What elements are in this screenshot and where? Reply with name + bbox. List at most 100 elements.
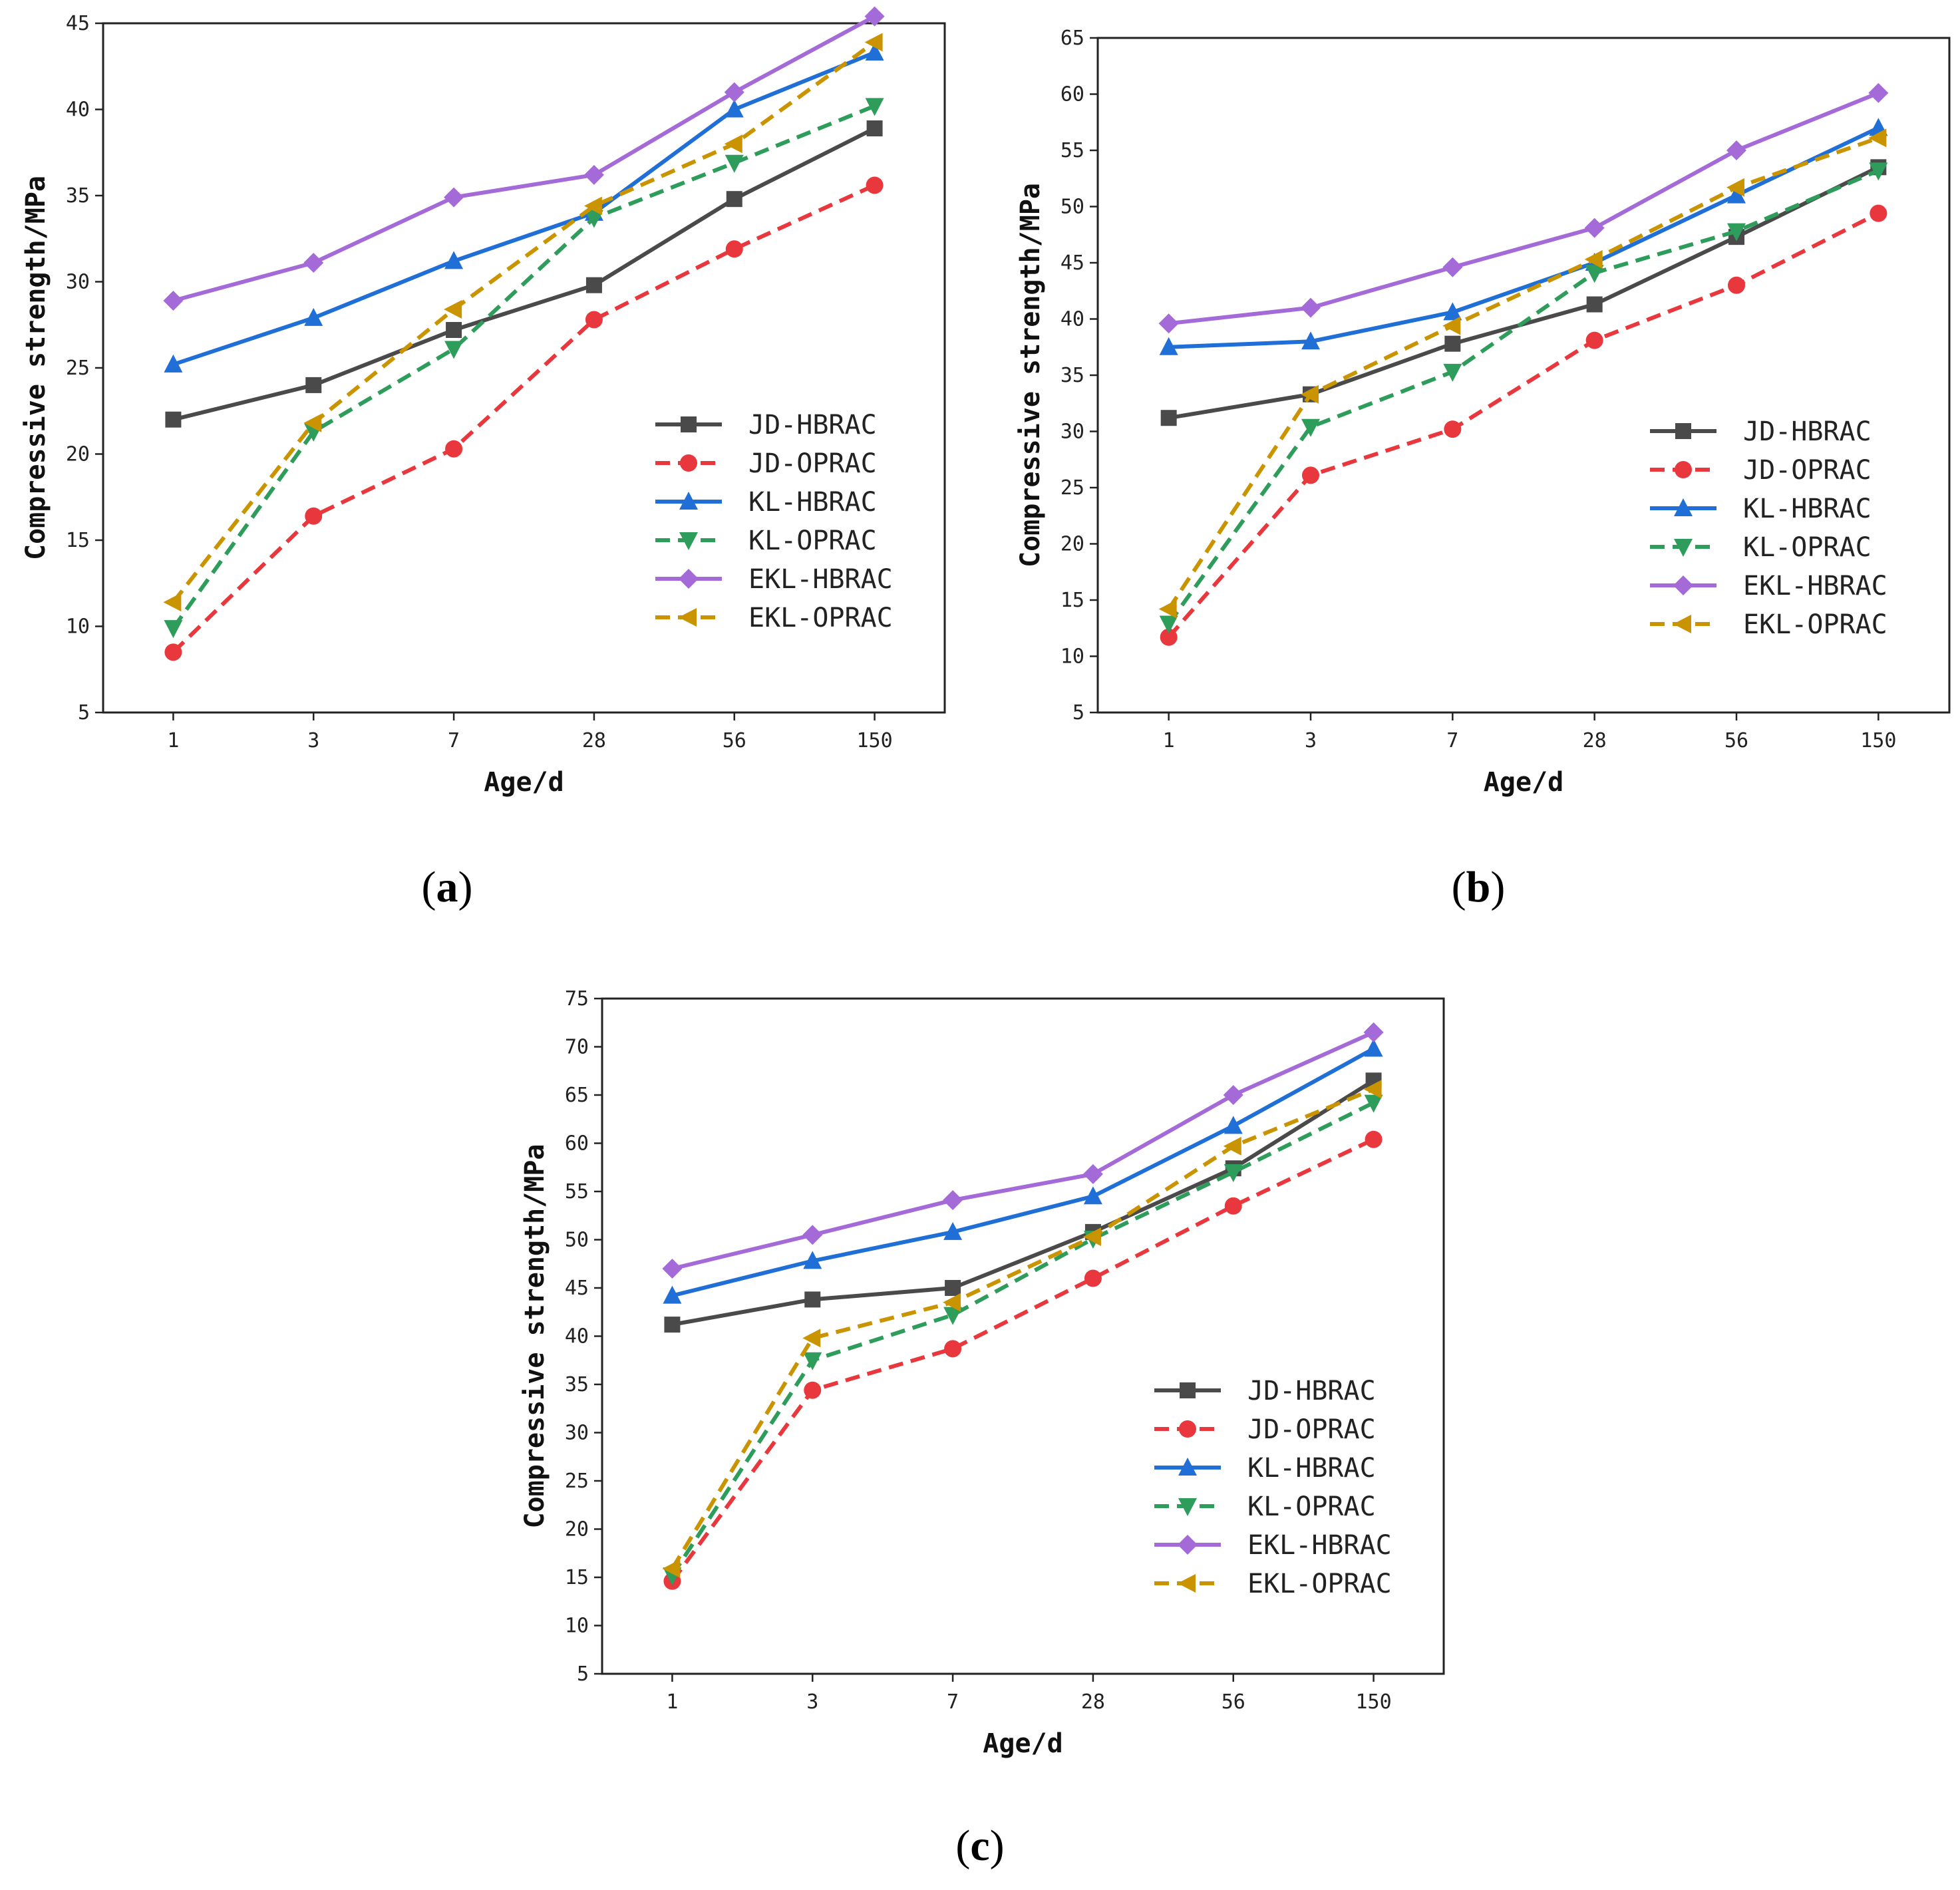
series-ekl-hbrac	[1158, 82, 1889, 334]
y-tick-label: 10	[565, 1615, 589, 1638]
legend: JD-HBRAC JD-OPRAC KL-HBRAC KL-OPRAC EKL-HBRA…	[655, 410, 893, 633]
data-point	[1443, 302, 1462, 321]
data-point	[1083, 1186, 1102, 1205]
legend-label: EKL-OPRAC	[748, 603, 893, 633]
series-jd-hbrac	[1160, 159, 1887, 426]
data-point	[1159, 337, 1178, 355]
data-point	[1301, 331, 1320, 350]
y-tick-label: 30	[1061, 420, 1084, 444]
legend-marker	[1180, 1382, 1196, 1398]
data-point	[1585, 331, 1603, 349]
legend-marker	[1673, 615, 1691, 633]
panel-label-c: (c)	[955, 1821, 1004, 1870]
y-axis-title: Compressive strength/MPa	[520, 1144, 550, 1529]
data-point	[725, 154, 744, 173]
y-tick-label: 10	[66, 615, 90, 639]
data-point	[864, 33, 883, 52]
legend-marker	[1178, 1574, 1196, 1593]
data-point	[1084, 1269, 1102, 1287]
legend-label: JD-HBRAC	[1743, 416, 1872, 447]
data-point	[1442, 257, 1463, 277]
legend-label: EKL-HBRAC	[1743, 571, 1887, 601]
data-point	[1870, 204, 1887, 222]
x-axis-title: Age/d	[983, 1728, 1062, 1759]
chart-panel-a: 5 10 15 20 25 30 35 40 45 1 3 7 28 56 150 Age/d Compress…	[21, 6, 946, 798]
y-tick-label: 30	[66, 271, 90, 294]
data-point	[725, 240, 743, 258]
series-line	[671, 1046, 1375, 1298]
data-point	[1726, 140, 1746, 160]
data-point	[664, 1317, 681, 1333]
data-point	[1726, 178, 1744, 197]
data-point	[1223, 1136, 1241, 1156]
legend-marker	[680, 454, 697, 472]
series-ekl-hbrac	[662, 1022, 1384, 1279]
series-line	[172, 15, 876, 303]
data-point	[724, 82, 744, 102]
data-point	[1158, 313, 1179, 334]
legend-label: JD-OPRAC	[1743, 455, 1872, 486]
y-tick-label: 15	[1061, 589, 1084, 612]
y-tick-label: 55	[1061, 139, 1084, 162]
legend-label: KL-HBRAC	[1743, 494, 1872, 524]
legend-marker	[679, 532, 698, 550]
x-axis-title: Age/d	[484, 767, 564, 798]
data-point	[1727, 223, 1746, 241]
x-tick-label: 1	[167, 729, 179, 752]
y-tick-label: 5	[577, 1662, 589, 1686]
data-point	[725, 99, 744, 118]
data-point	[444, 251, 464, 269]
series-jd-oprac	[164, 176, 884, 661]
data-point	[864, 6, 885, 27]
data-point	[304, 307, 323, 326]
x-tick-label: 7	[448, 729, 460, 752]
y-tick-label: 25	[1061, 476, 1084, 500]
data-point	[585, 311, 603, 329]
data-point	[164, 354, 183, 373]
data-point	[303, 253, 324, 273]
legend-label: KL-OPRAC	[1247, 1492, 1376, 1522]
legend-label: EKL-OPRAC	[1743, 609, 1887, 640]
series-line	[1168, 91, 1879, 326]
data-point	[584, 210, 603, 228]
y-tick-label: 35	[66, 184, 90, 208]
legend-label: EKL-OPRAC	[1247, 1569, 1392, 1599]
legend-label: KL-HBRAC	[748, 487, 877, 518]
x-tick-label: 28	[1583, 729, 1607, 752]
legend-marker	[679, 569, 699, 589]
data-point	[163, 290, 184, 311]
data-point	[943, 1293, 961, 1312]
x-tick-label: 56	[1222, 1690, 1245, 1714]
data-point	[726, 191, 742, 208]
y-tick-label: 40	[565, 1325, 589, 1348]
y-tick-label: 25	[565, 1470, 589, 1493]
series-ekl-oprac	[1158, 128, 1887, 619]
chart-panel-b: 5 10 15 20 25 30 35 40 45 50 55 60 65 1 3 7 28 56 150 Age/d…	[1015, 27, 1951, 798]
x-tick-label: 28	[1081, 1690, 1105, 1714]
series-line	[172, 183, 876, 654]
data-point	[1364, 1094, 1383, 1113]
data-point	[1224, 1197, 1242, 1215]
data-point	[1728, 276, 1745, 294]
series-ekl-oprac	[163, 33, 883, 612]
data-point	[583, 196, 602, 216]
y-tick-label: 10	[1061, 645, 1084, 669]
data-point	[804, 1291, 821, 1308]
y-tick-label: 50	[1061, 196, 1084, 219]
legend-marker	[1674, 498, 1693, 516]
data-point	[1869, 162, 1888, 181]
series-kl-oprac	[164, 98, 884, 639]
y-tick-label: 15	[565, 1566, 589, 1589]
data-point	[1301, 418, 1320, 437]
data-point	[943, 1307, 963, 1325]
legend-marker	[679, 492, 698, 510]
y-tick-label: 60	[1061, 83, 1084, 106]
y-tick-label: 25	[66, 357, 90, 380]
data-point	[1224, 1116, 1243, 1134]
data-point	[164, 620, 183, 639]
series-line	[1167, 168, 1879, 625]
x-tick-label: 150	[856, 729, 892, 752]
series-kl-hbrac	[164, 43, 884, 373]
data-point	[802, 1225, 823, 1245]
data-point	[802, 1329, 821, 1348]
